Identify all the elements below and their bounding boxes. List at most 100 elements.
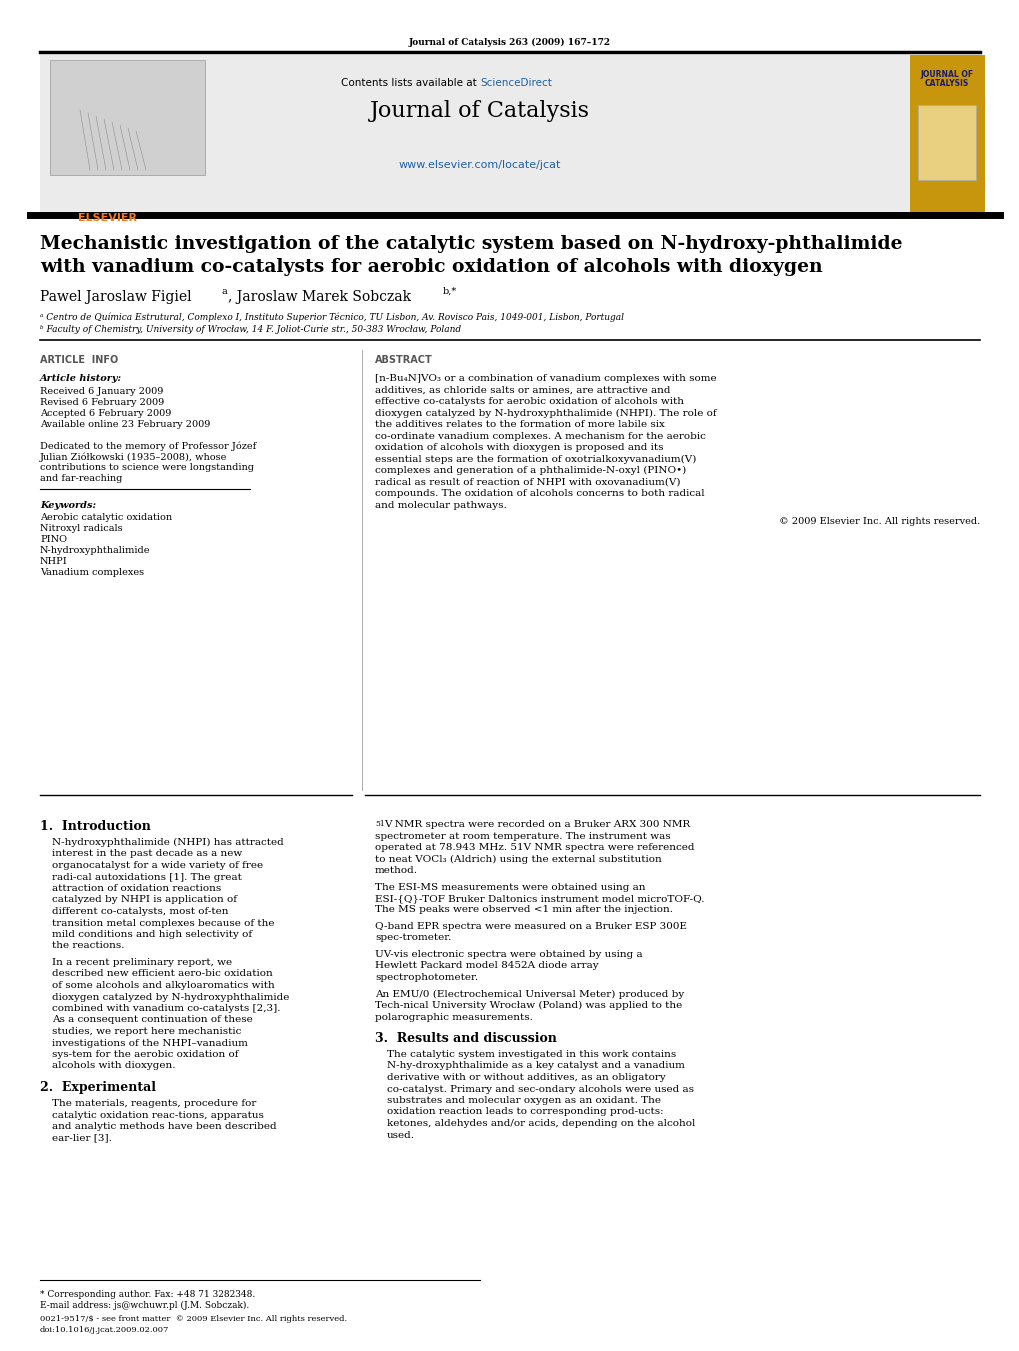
Text: dioxygen catalyzed by N-hydroxyphthalimide (NHPI). The role of: dioxygen catalyzed by N-hydroxyphthalimi…: [375, 408, 716, 417]
Text: 1.  Introduction: 1. Introduction: [40, 820, 151, 834]
Text: combined with vanadium co-catalysts [2,3].: combined with vanadium co-catalysts [2,3…: [52, 1004, 280, 1013]
Bar: [917, 105, 975, 180]
Text: and analytic methods have been described: and analytic methods have been described: [52, 1121, 276, 1131]
Text: the additives relates to the formation of more labile six: the additives relates to the formation o…: [375, 420, 664, 430]
Text: dioxygen catalyzed by N-hydroxyphthalimide: dioxygen catalyzed by N-hydroxyphthalimi…: [52, 993, 289, 1001]
Bar: [215, 55, 909, 215]
Text: Mechanistic investigation of the catalytic system based on N-hydroxy-phthalimide: Mechanistic investigation of the catalyt…: [40, 235, 902, 253]
Text: , Jaroslaw Marek Sobczak: , Jaroslaw Marek Sobczak: [228, 290, 411, 304]
Text: NHPI: NHPI: [40, 557, 67, 566]
Text: ScienceDirect: ScienceDirect: [480, 78, 551, 88]
Text: organocatalyst for a wide variety of free: organocatalyst for a wide variety of fre…: [52, 861, 263, 870]
Text: transition metal complexes because of the: transition metal complexes because of th…: [52, 919, 274, 928]
Text: compounds. The oxidation of alcohols concerns to both radical: compounds. The oxidation of alcohols con…: [375, 489, 704, 499]
Text: Received 6 January 2009: Received 6 January 2009: [40, 386, 163, 396]
Text: essential steps are the formation of oxotrialkoxyvanadium(V): essential steps are the formation of oxo…: [375, 454, 696, 463]
Text: different co-catalysts, most of-ten: different co-catalysts, most of-ten: [52, 907, 228, 916]
Text: used.: used.: [386, 1131, 415, 1139]
Text: Q-band EPR spectra were measured on a Bruker ESP 300E: Q-band EPR spectra were measured on a Br…: [375, 921, 687, 931]
Text: E-mail address: js@wchuwr.pl (J.M. Sobczak).: E-mail address: js@wchuwr.pl (J.M. Sobcz…: [40, 1301, 249, 1310]
Text: 2.  Experimental: 2. Experimental: [40, 1081, 156, 1094]
Text: doi:10.1016/j.jcat.2009.02.007: doi:10.1016/j.jcat.2009.02.007: [40, 1325, 169, 1333]
Text: Julian Ziółkowski (1935–2008), whose: Julian Ziółkowski (1935–2008), whose: [40, 453, 227, 462]
Text: Dedicated to the memory of Professor Józef: Dedicated to the memory of Professor Józ…: [40, 440, 256, 450]
Text: ARTICLE  INFO: ARTICLE INFO: [40, 355, 118, 365]
Text: and far-reaching: and far-reaching: [40, 474, 122, 484]
Bar: [50, 59, 205, 176]
Text: ELSEVIER: ELSEVIER: [78, 213, 138, 223]
Text: and molecular pathways.: and molecular pathways.: [375, 500, 506, 509]
Text: catalyzed by NHPI is application of: catalyzed by NHPI is application of: [52, 896, 236, 905]
Text: As a consequent continuation of these: As a consequent continuation of these: [52, 1016, 253, 1024]
Bar: [909, 55, 984, 215]
Text: UV-vis electronic spectra were obtained by using a: UV-vis electronic spectra were obtained …: [375, 950, 642, 959]
Text: operated at 78.943 MHz. 51V NMR spectra were referenced: operated at 78.943 MHz. 51V NMR spectra …: [375, 843, 694, 852]
Text: www.elsevier.com/locate/jcat: www.elsevier.com/locate/jcat: [398, 159, 560, 170]
Text: CATALYSIS: CATALYSIS: [924, 78, 968, 88]
Text: interest in the past decade as a new: interest in the past decade as a new: [52, 850, 243, 858]
Text: The MS peaks were observed <1 min after the injection.: The MS peaks were observed <1 min after …: [375, 905, 673, 915]
Text: mild conditions and high selectivity of: mild conditions and high selectivity of: [52, 929, 252, 939]
Text: Nitroxyl radicals: Nitroxyl radicals: [40, 524, 122, 534]
Text: with vanadium co-catalysts for aerobic oxidation of alcohols with dioxygen: with vanadium co-catalysts for aerobic o…: [40, 258, 821, 276]
Text: * Corresponding author. Fax: +48 71 3282348.: * Corresponding author. Fax: +48 71 3282…: [40, 1290, 255, 1300]
Text: In a recent preliminary report, we: In a recent preliminary report, we: [52, 958, 232, 967]
Text: The catalytic system investigated in this work contains: The catalytic system investigated in thi…: [386, 1050, 676, 1059]
Text: contributions to science were longstanding: contributions to science were longstandi…: [40, 463, 254, 471]
Text: oxidation of alcohols with dioxygen is proposed and its: oxidation of alcohols with dioxygen is p…: [375, 443, 662, 453]
Text: Aerobic catalytic oxidation: Aerobic catalytic oxidation: [40, 513, 172, 521]
Text: An EMU/0 (Electrochemical Universal Meter) produced by: An EMU/0 (Electrochemical Universal Mete…: [375, 989, 684, 998]
Text: PINO: PINO: [40, 535, 67, 544]
Text: Keywords:: Keywords:: [40, 501, 96, 509]
Text: attraction of oxidation reactions: attraction of oxidation reactions: [52, 884, 221, 893]
Text: N-hydroxyphthalimide: N-hydroxyphthalimide: [40, 546, 151, 555]
Text: The ESI-MS measurements were obtained using an: The ESI-MS measurements were obtained us…: [375, 882, 645, 892]
Text: polarographic measurements.: polarographic measurements.: [375, 1012, 532, 1021]
Text: substrates and molecular oxygen as an oxidant. The: substrates and molecular oxygen as an ox…: [386, 1096, 660, 1105]
Text: radical as result of reaction of NHPI with oxovanadium(V): radical as result of reaction of NHPI wi…: [375, 477, 680, 486]
Text: Journal of Catalysis 263 (2009) 167–172: Journal of Catalysis 263 (2009) 167–172: [409, 38, 610, 47]
Text: 51: 51: [375, 820, 384, 828]
Text: additives, as chloride salts or amines, are attractive and: additives, as chloride salts or amines, …: [375, 385, 669, 394]
Text: Article history:: Article history:: [40, 374, 122, 382]
Text: derivative with or without additives, as an obligatory: derivative with or without additives, as…: [386, 1073, 665, 1082]
Text: a: a: [222, 286, 227, 296]
Text: Revised 6 February 2009: Revised 6 February 2009: [40, 399, 164, 407]
Text: ABSTRACT: ABSTRACT: [375, 355, 432, 365]
Text: effective co-catalysts for aerobic oxidation of alcohols with: effective co-catalysts for aerobic oxida…: [375, 397, 684, 407]
Text: Accepted 6 February 2009: Accepted 6 February 2009: [40, 409, 171, 417]
Text: complexes and generation of a phthalimide-N-oxyl (PINO•): complexes and generation of a phthalimid…: [375, 466, 686, 476]
Text: Hewlett Packard model 8452A diode array: Hewlett Packard model 8452A diode array: [375, 962, 598, 970]
Text: spec-trometer.: spec-trometer.: [375, 934, 451, 943]
Bar: [40, 55, 215, 215]
Text: the reactions.: the reactions.: [52, 942, 124, 951]
Text: 0021-9517/$ - see front matter  © 2009 Elsevier Inc. All rights reserved.: 0021-9517/$ - see front matter © 2009 El…: [40, 1315, 346, 1323]
Text: spectrometer at room temperature. The instrument was: spectrometer at room temperature. The in…: [375, 831, 669, 840]
Text: © 2009 Elsevier Inc. All rights reserved.: © 2009 Elsevier Inc. All rights reserved…: [777, 517, 979, 526]
Text: V NMR spectra were recorded on a Bruker ARX 300 NMR: V NMR spectra were recorded on a Bruker …: [383, 820, 690, 830]
Text: oxidation reaction leads to corresponding prod-ucts:: oxidation reaction leads to correspondin…: [386, 1108, 663, 1116]
Text: Contents lists available at: Contents lists available at: [340, 78, 480, 88]
Text: N-hy-droxyphthalimide as a key catalyst and a vanadium: N-hy-droxyphthalimide as a key catalyst …: [386, 1062, 684, 1070]
Text: JOURNAL OF: JOURNAL OF: [919, 70, 972, 78]
Text: Pawel Jaroslaw Figiel: Pawel Jaroslaw Figiel: [40, 290, 192, 304]
Text: method.: method.: [375, 866, 418, 875]
Text: 3.  Results and discussion: 3. Results and discussion: [375, 1032, 556, 1046]
Text: Available online 23 February 2009: Available online 23 February 2009: [40, 420, 210, 430]
Text: b,*: b,*: [442, 286, 457, 296]
Text: alcohols with dioxygen.: alcohols with dioxygen.: [52, 1062, 175, 1070]
Text: ketones, aldehydes and/or acids, depending on the alcohol: ketones, aldehydes and/or acids, dependi…: [386, 1119, 695, 1128]
Text: N-hydroxyphthalimide (NHPI) has attracted: N-hydroxyphthalimide (NHPI) has attracte…: [52, 838, 283, 847]
Text: co-ordinate vanadium complexes. A mechanism for the aerobic: co-ordinate vanadium complexes. A mechan…: [375, 431, 705, 440]
Text: investigations of the NHPI–vanadium: investigations of the NHPI–vanadium: [52, 1039, 248, 1047]
Text: [n-Bu₄N]VO₃ or a combination of vanadium complexes with some: [n-Bu₄N]VO₃ or a combination of vanadium…: [375, 374, 716, 382]
Text: Journal of Catalysis: Journal of Catalysis: [370, 100, 589, 122]
Text: described new efficient aero-bic oxidation: described new efficient aero-bic oxidati…: [52, 970, 272, 978]
Text: ᵇ Faculty of Chemistry, University of Wrocław, 14 F. Joliot-Curie str., 50-383 W: ᵇ Faculty of Chemistry, University of Wr…: [40, 326, 461, 334]
Text: catalytic oxidation reac-tions, apparatus: catalytic oxidation reac-tions, apparatu…: [52, 1111, 264, 1120]
Text: co-catalyst. Primary and sec-ondary alcohols were used as: co-catalyst. Primary and sec-ondary alco…: [386, 1085, 693, 1093]
Text: sys-tem for the aerobic oxidation of: sys-tem for the aerobic oxidation of: [52, 1050, 238, 1059]
Text: of some alcohols and alkyloaromatics with: of some alcohols and alkyloaromatics wit…: [52, 981, 274, 990]
Text: to neat VOCl₃ (Aldrich) using the external substitution: to neat VOCl₃ (Aldrich) using the extern…: [375, 854, 661, 863]
Text: ᵃ Centro de Química Estrutural, Complexo I, Instituto Superior Técnico, TU Lisbo: ᵃ Centro de Química Estrutural, Complexo…: [40, 312, 624, 322]
